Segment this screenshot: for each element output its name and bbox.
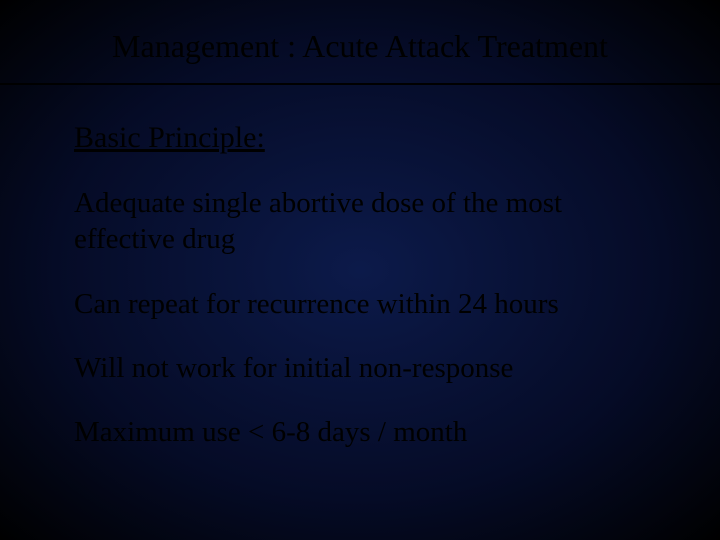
bullet-point: Will not work for initial non-response — [74, 350, 660, 386]
slide-container: Management : Acute Attack Treatment Basi… — [0, 0, 720, 540]
slide-title: Management : Acute Attack Treatment — [0, 0, 720, 83]
subheading: Basic Principle: — [74, 121, 660, 155]
slide-content: Basic Principle: Adequate single abortiv… — [0, 85, 720, 450]
bullet-point: Maximum use < 6-8 days / month — [74, 414, 660, 450]
bullet-point: Adequate single abortive dose of the mos… — [74, 185, 660, 258]
bullet-point: Can repeat for recurrence within 24 hour… — [74, 286, 660, 322]
